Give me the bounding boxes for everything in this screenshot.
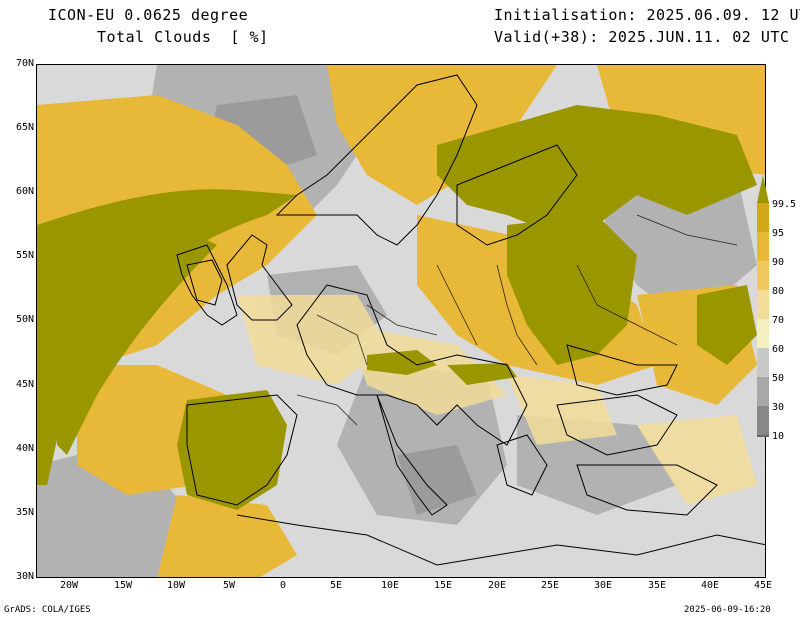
lat-label-35n: 35N — [15, 507, 34, 518]
lon-label-5w: 5W — [222, 580, 236, 591]
lat-label-40n: 40N — [15, 443, 34, 454]
model-title: ICON-EU 0.0625 degree — [48, 6, 249, 24]
lon-label-30e: 30E — [593, 580, 613, 591]
init-time: Initialisation: 2025.06.09. 12 UTC — [494, 6, 800, 24]
lon-label-40e: 40E — [700, 580, 720, 591]
colorbar-label-70: 70 — [772, 315, 785, 326]
field-title: Total Clouds [ %] — [97, 28, 269, 46]
colorbar-bin — [757, 203, 769, 232]
colorbar-bin — [757, 348, 769, 377]
colorbar-bin — [757, 319, 769, 348]
moderate-cloud-areas — [237, 295, 757, 505]
colorbar-bin — [757, 377, 769, 406]
lon-label-35e: 35E — [647, 580, 667, 591]
footer-credit: GrADS: COLA/IGES — [4, 605, 91, 615]
colorbar-label-60: 60 — [772, 344, 785, 355]
cloud-map — [36, 64, 766, 578]
lat-label-60n: 60N — [15, 186, 34, 197]
colorbar — [757, 175, 769, 437]
lon-label-20e: 20E — [487, 580, 507, 591]
colorbar-label-50: 50 — [772, 373, 785, 384]
colorbar-bin — [757, 290, 769, 319]
lat-label-55n: 55N — [15, 250, 34, 261]
colorbar-label-99-5: 99.5 — [772, 199, 797, 210]
overcast-areas — [37, 105, 757, 510]
colorbar-bin — [757, 435, 769, 437]
colorbar-bin — [757, 232, 769, 261]
lat-label-45n: 45N — [15, 379, 34, 390]
lon-label-0: 0 — [279, 580, 287, 591]
lon-label-20w: 20W — [59, 580, 79, 591]
colorbar-bin — [757, 261, 769, 290]
coastlines — [176, 74, 765, 566]
colorbar-label-10: 10 — [772, 431, 785, 442]
lat-label-70n: 70N — [15, 58, 34, 69]
lat-label-50n: 50N — [15, 314, 34, 325]
colorbar-label-80: 80 — [772, 286, 785, 297]
country-borders — [296, 214, 738, 426]
cloud-map-graphic — [37, 65, 765, 577]
lat-label-30n: 30N — [15, 571, 34, 582]
valid-time: Valid(+38): 2025.JUN.11. 02 UTC — [494, 28, 790, 46]
lon-label-15w: 15W — [113, 580, 133, 591]
lon-label-25e: 25E — [540, 580, 560, 591]
colorbar-label-90: 90 — [772, 257, 785, 268]
lon-label-5e: 5E — [329, 580, 343, 591]
lon-label-45e: 45E — [753, 580, 773, 591]
colorbar-bin — [757, 406, 769, 435]
colorbar-top-arrow — [757, 175, 769, 203]
lat-label-65n: 65N — [15, 122, 34, 133]
lon-label-10w: 10W — [166, 580, 186, 591]
colorbar-label-30: 30 — [772, 402, 785, 413]
colorbar-label-95: 95 — [772, 228, 785, 239]
lon-label-15e: 15E — [433, 580, 453, 591]
lon-label-10e: 10E — [380, 580, 400, 591]
footer-timestamp: 2025-06-09-16:20 — [684, 605, 771, 615]
